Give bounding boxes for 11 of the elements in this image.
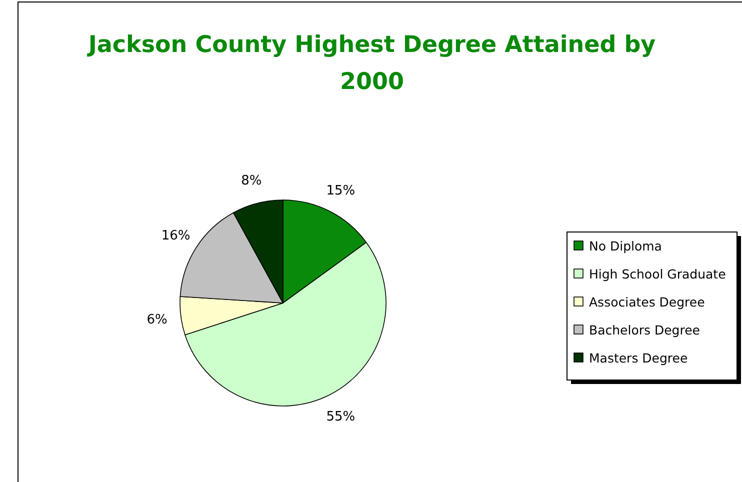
legend-label: Masters Degree <box>589 350 688 366</box>
data-label: 55% <box>326 410 356 425</box>
data-label: 15% <box>326 183 356 198</box>
legend-label: Bachelors Degree <box>589 322 700 338</box>
chart-title: Jackson County Highest Degree Attained by 2000 <box>86 32 656 95</box>
legend-label: High School Graduate <box>589 266 726 282</box>
data-label: 6% <box>146 312 168 328</box>
legend-label: Associates Degree <box>589 294 706 310</box>
data-label: 16% <box>161 228 190 244</box>
data-label: 8% <box>241 174 262 189</box>
legend-label: No Diploma <box>589 238 662 254</box>
